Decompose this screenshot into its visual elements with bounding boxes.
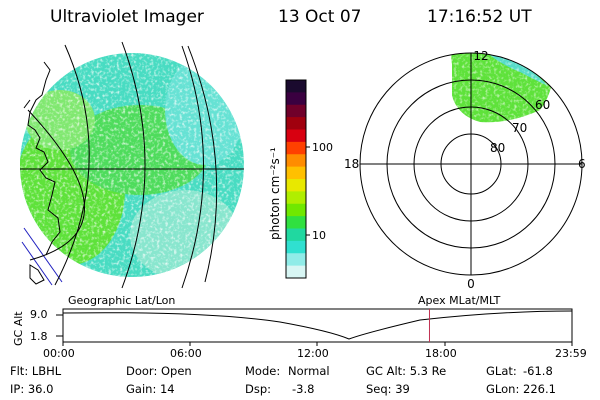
- colorbar-cell: [286, 129, 306, 143]
- polar-lat-60: 60: [535, 98, 550, 112]
- app-title: Ultraviolet Imager: [50, 7, 204, 27]
- polar-label-midnight: 0: [467, 277, 475, 291]
- colorbar-cell: [286, 117, 306, 130]
- info-gain: Gain: 14: [126, 382, 175, 396]
- timeline-axis-label: GC Alt: [12, 311, 25, 346]
- colorbar-cell: [286, 191, 306, 205]
- timeline-right-title: Apex MLat/MLT: [418, 294, 501, 307]
- polar-lat-70: 70: [512, 121, 527, 135]
- colorbar-label: photon cm⁻²s⁻¹: [268, 147, 282, 240]
- time-label: 17:16:52 UT: [427, 7, 532, 27]
- colorbar-tick-100: 100: [312, 141, 333, 154]
- info-glon-value: 226.1: [523, 382, 556, 396]
- info-flt: Flt: LBHL: [10, 364, 62, 378]
- info-seq: Seq: 39: [366, 382, 410, 396]
- colorbar-cell: [286, 104, 306, 118]
- x-tick-2359: 23:59: [555, 347, 587, 360]
- polar-label-dusk: 18: [344, 157, 359, 171]
- polar-plot: [359, 52, 583, 276]
- info-glon-label: GLon:: [486, 382, 520, 396]
- colorbar-cell: [286, 154, 306, 168]
- x-tick-0000: 00:00: [43, 347, 75, 360]
- info-door: Door: Open: [126, 364, 192, 378]
- colorbar-cell: [286, 216, 306, 229]
- polar-label-dawn: 6: [578, 157, 586, 171]
- x-tick-1200: 12:00: [297, 347, 329, 360]
- coastline: [23, 61, 61, 285]
- info-ip: IP: 36.0: [10, 382, 54, 396]
- colorbar-cell: [286, 80, 306, 93]
- polar-lat-80: 80: [490, 141, 505, 155]
- geographic-grid: [20, 41, 244, 289]
- colorbar-cell: [286, 179, 306, 192]
- timeline-plot: [56, 308, 573, 346]
- polar-label-noon: 12: [473, 49, 488, 63]
- x-tick-1800: 18:00: [425, 347, 457, 360]
- colorbar-cell: [286, 203, 306, 217]
- info-dsp-value: -3.8: [292, 382, 315, 396]
- y-tick-max: 9.0: [30, 308, 48, 321]
- colorbar-cell: [286, 265, 306, 279]
- colorbar-cell: [286, 92, 306, 106]
- info-glat-label: GLat:: [486, 364, 517, 378]
- colorbar-cell: [286, 228, 306, 242]
- colorbar-tick-10: 10: [312, 229, 326, 242]
- info-mode-value: Normal: [288, 364, 330, 378]
- date-label: 13 Oct 07: [278, 7, 362, 27]
- y-tick-min: 1.8: [30, 330, 48, 343]
- info-dsp-label: Dsp:: [245, 382, 272, 396]
- x-tick-0600: 06:00: [170, 347, 202, 360]
- colorbar-cell: [286, 253, 306, 267]
- info-mode-label: Mode:: [245, 364, 281, 378]
- colorbar-cell: [286, 240, 306, 254]
- colorbar-cell: [286, 166, 306, 180]
- info-gc-alt: GC Alt: 5.3 Re: [366, 364, 447, 378]
- colorbar: [285, 79, 310, 279]
- colorbar-cell: [286, 141, 306, 155]
- coastline-blue: [21, 227, 63, 286]
- timeline-left-title: Geographic Lat/Lon: [68, 294, 176, 307]
- info-glat-value: -61.8: [523, 364, 553, 378]
